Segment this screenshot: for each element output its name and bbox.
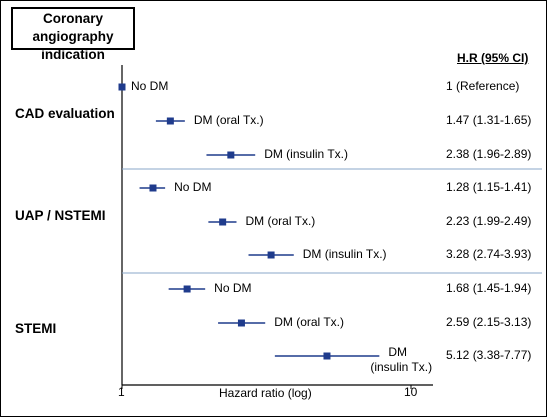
hr-marker bbox=[166, 117, 174, 125]
row-label: DM (oral Tx.) bbox=[193, 113, 264, 127]
group-label: STEMI bbox=[15, 321, 57, 336]
row-label: DM (oral Tx.) bbox=[245, 214, 316, 228]
hr-marker bbox=[323, 352, 331, 360]
group-label: UAP / NSTEMI bbox=[15, 208, 106, 223]
group-label: CAD evaluation bbox=[15, 106, 115, 121]
row-label: DM (oral Tx.) bbox=[274, 315, 344, 329]
hr-ci-value: 1.47 (1.31-1.65) bbox=[446, 113, 532, 127]
hr-marker bbox=[219, 218, 227, 226]
row-label: (insulin Tx.) bbox=[370, 360, 433, 374]
hr-ci-value: 2.59 (2.15-3.13) bbox=[446, 315, 532, 329]
x-tick-label-1: 1 bbox=[118, 385, 125, 399]
row-label: No DM bbox=[174, 180, 212, 194]
chart-title-box: Coronary angiography indication bbox=[11, 7, 135, 62]
hr-ci-value: 2.38 (1.96-2.89) bbox=[446, 147, 532, 161]
hr-ci-value: 2.23 (1.99-2.49) bbox=[446, 214, 532, 228]
row-label: No DM bbox=[214, 281, 252, 295]
hr-ci-value: 1 (Reference) bbox=[446, 79, 520, 93]
hr-marker bbox=[267, 251, 275, 259]
row-label: DM (insulin Tx.) bbox=[302, 247, 387, 261]
hr-marker bbox=[118, 83, 126, 91]
hr-ci-value: 1.28 (1.15-1.41) bbox=[446, 180, 532, 194]
x-axis-label: Hazard ratio (log) bbox=[219, 386, 312, 400]
hr-marker bbox=[183, 285, 191, 293]
hr-ci-value: 5.12 (3.38-7.77) bbox=[446, 348, 532, 362]
hr-ci-value: 1.68 (1.45-1.94) bbox=[446, 281, 532, 295]
chart-title: Coronary angiography indication bbox=[32, 11, 114, 62]
hr-marker bbox=[237, 319, 245, 327]
hr-marker bbox=[149, 184, 157, 192]
row-label: No DM bbox=[131, 79, 169, 93]
x-tick-label-10: 10 bbox=[404, 385, 418, 399]
hr-marker bbox=[227, 151, 235, 159]
row-label: DM bbox=[388, 345, 407, 359]
row-label: DM (insulin Tx.) bbox=[264, 147, 348, 161]
hr-ci-value: 3.28 (2.74-3.93) bbox=[446, 247, 532, 261]
ci-column-header: H.R (95% CI) bbox=[457, 51, 529, 65]
